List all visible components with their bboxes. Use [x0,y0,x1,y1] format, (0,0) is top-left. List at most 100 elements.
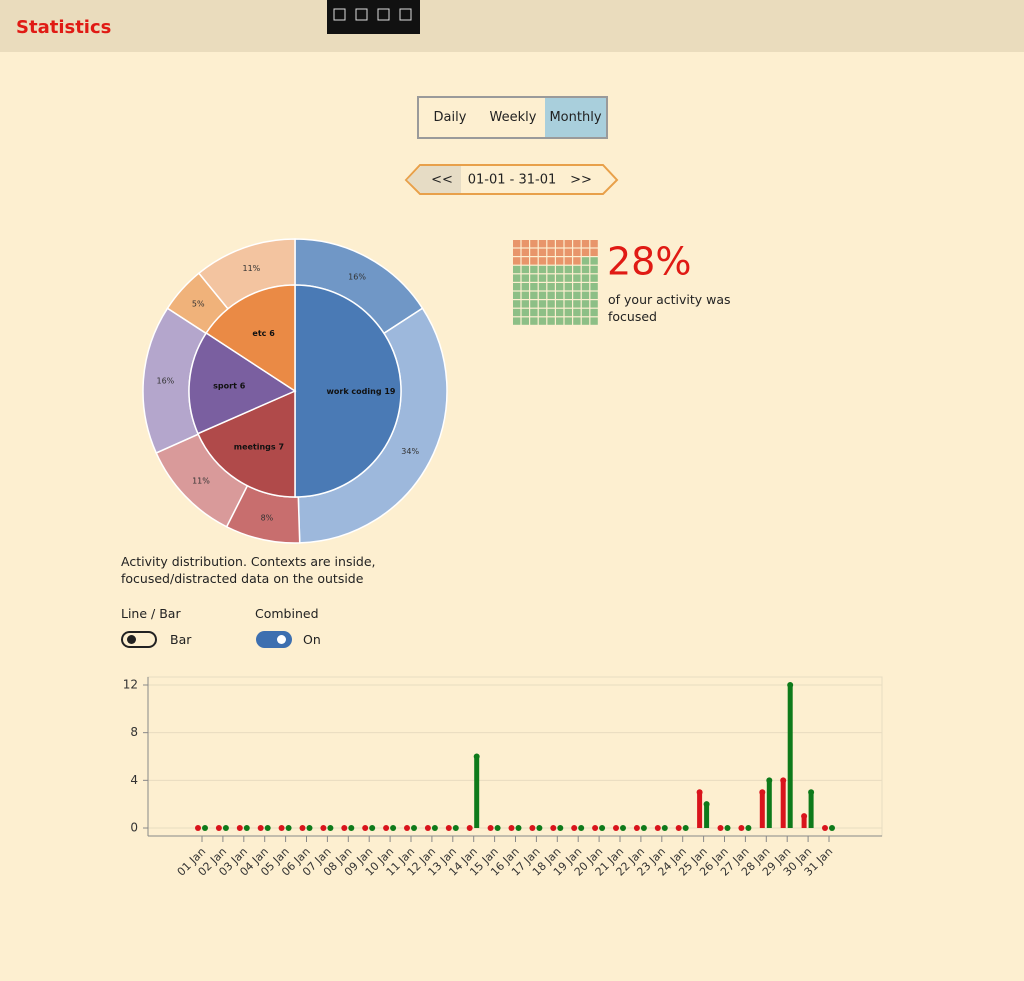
waffle-cell [521,265,529,274]
bar-dot [675,825,682,832]
waffle-cell [564,283,572,291]
toggle-knob [127,635,136,644]
waffle-cell [547,240,555,248]
waffle-cell [573,317,581,325]
prev-button[interactable]: << [431,173,453,188]
waffle-cell [581,274,590,282]
bar-dot [717,825,724,832]
toggle[interactable] [256,631,292,648]
waffle-cell [547,283,555,291]
waffle-cell [538,300,547,308]
bar-dot [571,825,578,832]
tab[interactable]: Daily [419,98,481,137]
toggle-state: Bar [170,632,192,647]
slice-name: work coding [326,387,381,396]
bar-dot [494,825,501,832]
waffle-cell [590,283,598,291]
waffle-cell [521,274,529,282]
waffle-cell [538,283,547,291]
waffle-cell [530,248,538,256]
waffle-cell [590,248,598,256]
slice-label: 5% [192,300,205,309]
waffle-cell [547,300,555,308]
bar-dot [780,777,787,784]
slice-name: etc [252,328,266,337]
waffle-cell [564,317,572,325]
toggle[interactable] [121,631,157,648]
waffle-cell [564,291,572,299]
waffle-cell [513,291,521,299]
bar-dot [215,825,222,832]
waffle-cell [581,240,590,248]
tab[interactable]: Weekly [481,98,545,137]
toolbar-icon[interactable] [333,8,346,21]
waffle-cell [564,240,572,248]
waffle-cell [513,240,521,248]
toolbar-icon[interactable] [377,8,390,21]
waffle-cell [581,257,590,265]
slice-label: 16% [348,272,366,281]
slice-value: 6 [240,381,246,390]
waffle-cell [556,317,564,325]
bar-dot [787,681,794,688]
slice-value: 7 [278,442,284,451]
waffle-cell [590,308,598,317]
waffle-cell [530,283,538,291]
bar-dot [640,825,647,832]
waffle-cell [513,300,521,308]
toggle-label: Combined [255,606,319,621]
bar-dot [759,789,766,796]
waffle-cell [530,308,538,317]
waffle-cell [590,291,598,299]
waffle-cell [590,257,598,265]
waffle-cell [590,274,598,282]
pie-slice [294,284,402,498]
bar-dot [473,753,480,760]
waffle-cell [521,300,529,308]
bar [808,792,814,829]
waffle-cell [530,300,538,308]
bar [474,756,480,829]
bar-dot [257,825,264,832]
toolbar-icon[interactable] [399,8,412,21]
plot-frame [147,676,883,837]
bar-dot [682,825,689,832]
waffle-cell [521,317,529,325]
bar-dot [348,825,355,832]
bar [697,792,703,829]
next-button[interactable]: >> [570,173,592,188]
waffle-cell [581,317,590,325]
bar-dot [445,825,452,832]
waffle-cell [521,291,529,299]
waffle-cell [513,317,521,325]
bar-dot [383,825,390,832]
waffle-cell [513,257,521,265]
bar-dot [285,825,292,832]
slice-label: meetings 7 [234,442,284,451]
slice-label: 11% [192,476,210,485]
slice-name: sport [213,381,237,390]
slice-label: 11% [242,264,260,273]
bar-dot [411,825,417,832]
waffle-cell [564,265,572,274]
tab[interactable]: Monthly [545,98,606,137]
waffle-cell [513,308,521,317]
waffle-cell [573,300,581,308]
bar [766,780,772,829]
waffle-cell [573,257,581,265]
waffle-cell [547,317,555,325]
bar-dot [341,825,348,832]
waffle-cell [556,283,564,291]
waffle-cell [513,265,521,274]
bar [801,816,807,829]
bar-dot [766,777,773,784]
bar-dot [550,825,557,832]
waffle-cell [538,308,547,317]
waffle-cell [581,283,590,291]
toggle-knob [277,635,286,644]
toolbar-icon[interactable] [355,8,368,21]
bar-dot [222,825,229,832]
bar-dot [299,825,306,832]
waffle-cell [538,240,547,248]
